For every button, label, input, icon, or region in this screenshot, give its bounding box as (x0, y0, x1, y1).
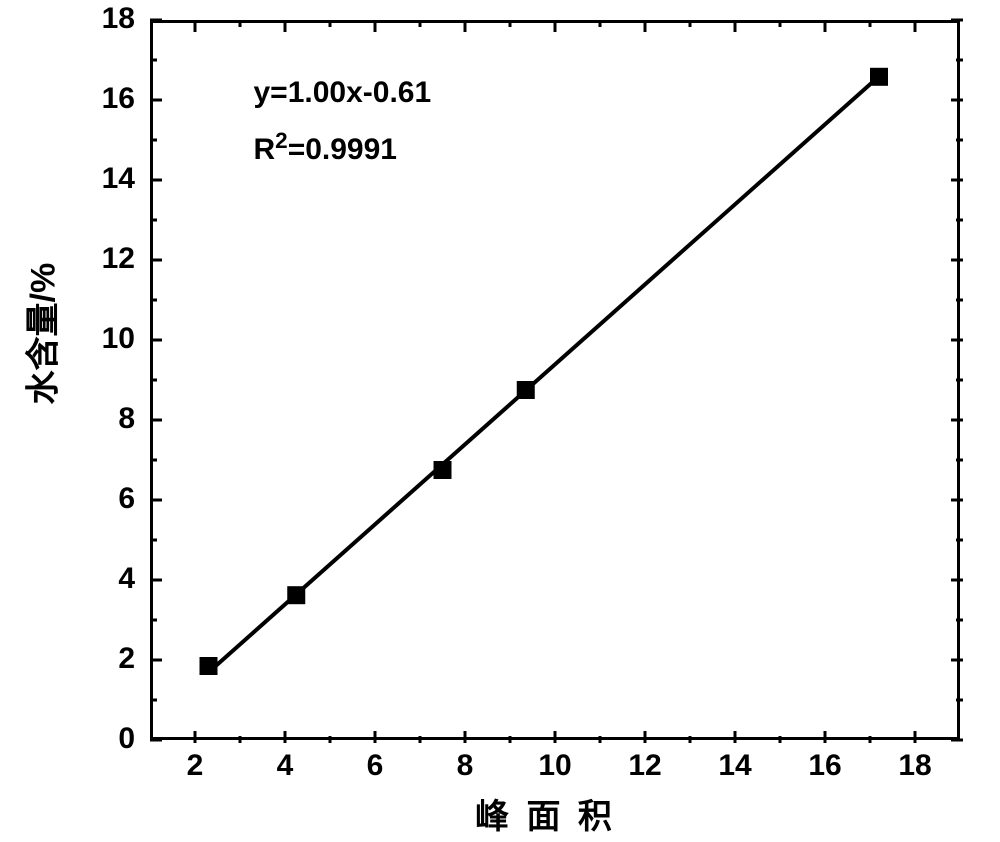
y-tick-label: 6 (80, 482, 135, 516)
x-tick-label: 10 (525, 749, 585, 783)
x-tick-label: 16 (795, 749, 855, 783)
r-squared-text: R2=0.9991 (254, 128, 397, 167)
r-squared-value: =0.9991 (288, 133, 397, 166)
y-tick-label: 12 (80, 242, 135, 276)
x-tick-label: 8 (435, 749, 495, 783)
x-axis-label: 峰 面 积 (475, 789, 616, 838)
r-squared-exponent: 2 (275, 128, 288, 153)
y-tick-label: 8 (80, 402, 135, 436)
y-tick-label: 2 (80, 642, 135, 676)
r-squared-prefix: R (254, 133, 276, 166)
y-tick-label: 16 (80, 82, 135, 116)
y-tick-label: 10 (80, 322, 135, 356)
y-tick-label: 4 (80, 562, 135, 596)
x-tick-label: 6 (345, 749, 405, 783)
x-tick-label: 18 (885, 749, 945, 783)
y-tick-label: 18 (80, 2, 135, 36)
y-axis-label: 水含量/% (16, 365, 65, 405)
y-tick-label: 14 (80, 162, 135, 196)
chart-container: 水含量/% 峰 面 积 y=1.00x-0.61 R2=0.9991 24681… (0, 0, 1000, 842)
x-tick-label: 4 (255, 749, 315, 783)
x-tick-label: 12 (615, 749, 675, 783)
regression-equation-text: y=1.00x-0.61 (254, 76, 432, 110)
x-tick-label: 14 (705, 749, 765, 783)
x-tick-label: 2 (165, 749, 225, 783)
y-tick-label: 0 (80, 722, 135, 756)
